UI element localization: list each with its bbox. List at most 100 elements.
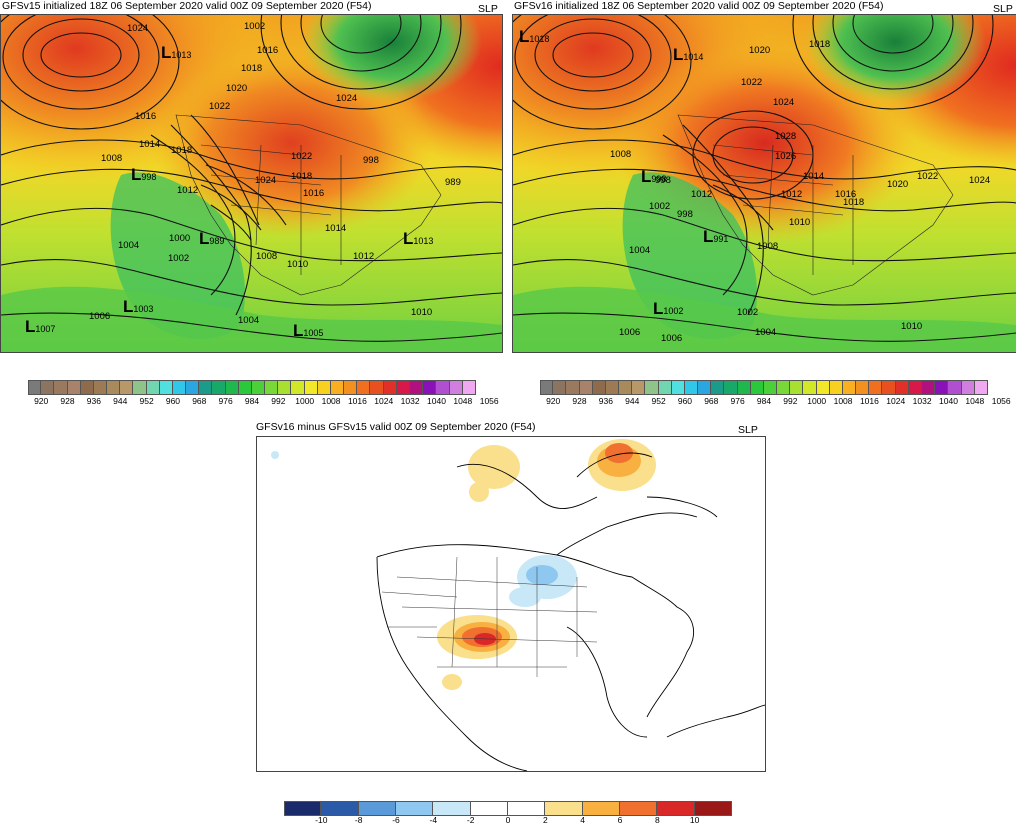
left-low-center: L998 bbox=[131, 165, 157, 184]
left-isobar-label: 1024 bbox=[336, 93, 358, 104]
right-isobar-label: 1012 bbox=[781, 189, 803, 200]
colorbar-tick-label: 952 bbox=[139, 396, 154, 406]
colorbar-tick-label: 1008 bbox=[833, 396, 853, 406]
colorbar-swatch bbox=[54, 381, 68, 394]
colorbar-swatch bbox=[566, 381, 580, 394]
right-isobar-label: 1016 bbox=[835, 189, 857, 200]
colorbar-swatch bbox=[357, 381, 371, 394]
colorbar-tick-label: 936 bbox=[86, 396, 101, 406]
right-isobar-label: 1012 bbox=[691, 189, 713, 200]
colorbar-tick-label: 8 bbox=[654, 815, 660, 825]
colorbar-swatch bbox=[553, 381, 567, 394]
colorbar-swatch bbox=[948, 381, 962, 394]
colorbar-tick-label: -10 bbox=[315, 815, 328, 825]
colorbar-tick-label: -8 bbox=[354, 815, 363, 825]
colorbar-swatch bbox=[265, 381, 279, 394]
right-low-center: L998 bbox=[641, 167, 667, 186]
left-isobar-label: 1008 bbox=[101, 153, 123, 164]
right-isobar-label: 998 bbox=[655, 175, 671, 186]
left-isobar-label: 1022 bbox=[291, 151, 313, 162]
colorbar-tick-label: 920 bbox=[34, 396, 49, 406]
colorbar-tick-label: 1016 bbox=[859, 396, 879, 406]
diff-colorbar bbox=[284, 801, 732, 816]
colorbar-tick-label: 1040 bbox=[427, 396, 446, 406]
left-isobar-label: 1024 bbox=[255, 175, 277, 186]
colorbar-tick-label: 1008 bbox=[321, 396, 341, 406]
colorbar-swatch bbox=[225, 381, 239, 394]
colorbar-swatch bbox=[67, 381, 81, 394]
colorbar-tick-label: -6 bbox=[392, 815, 400, 825]
diff-panel-variable: SLP bbox=[738, 424, 758, 436]
left-isobar-label: 1014 bbox=[139, 139, 161, 150]
colorbar-swatch bbox=[507, 802, 546, 815]
right-isobar-label: 1002 bbox=[649, 201, 671, 212]
colorbar-swatch bbox=[172, 381, 187, 394]
left-low-center: L1013 bbox=[403, 229, 434, 248]
colorbar-swatch bbox=[238, 381, 252, 394]
left-isobar-label: 1010 bbox=[287, 259, 309, 270]
colorbar-swatch bbox=[645, 381, 659, 394]
left-isobar-label: 1016 bbox=[303, 188, 325, 199]
colorbar-swatch bbox=[619, 802, 658, 815]
colorbar-swatch bbox=[278, 381, 292, 394]
right-low-center: L1018 bbox=[519, 27, 550, 46]
right-isobar-label: 1026 bbox=[775, 151, 797, 162]
colorbar-swatch bbox=[803, 381, 817, 394]
left-isobar-label: 1018 bbox=[171, 145, 193, 156]
colorbar-swatch bbox=[895, 381, 909, 394]
right-isobar-label: 1010 bbox=[789, 217, 811, 228]
colorbar-swatch bbox=[869, 381, 883, 394]
colorbar-tick-label: 952 bbox=[651, 396, 666, 406]
colorbar-swatch bbox=[763, 381, 778, 394]
left-isobar-label: 1022 bbox=[209, 101, 231, 112]
colorbar-swatch bbox=[974, 381, 988, 394]
left-isobar-label: 1018 bbox=[241, 63, 263, 74]
colorbar-swatch bbox=[684, 381, 699, 394]
right-isobar-label: 1006 bbox=[619, 327, 641, 338]
right-slp-colorbar bbox=[540, 380, 988, 395]
colorbar-swatch bbox=[605, 381, 620, 394]
colorbar-tick-label: 1048 bbox=[453, 396, 473, 406]
left-isobar-label: 1004 bbox=[238, 315, 260, 326]
diff-panel-title: GFSv16 minus GFSv15 valid 00Z 09 Septemb… bbox=[256, 421, 536, 433]
colorbar-tick-label: 1040 bbox=[939, 396, 958, 406]
colorbar-tick-label: 936 bbox=[598, 396, 613, 406]
colorbar-swatch bbox=[582, 802, 620, 815]
right-isobar-label: 1018 bbox=[809, 39, 831, 50]
left-isobar-label: 989 bbox=[445, 177, 461, 188]
colorbar-swatch bbox=[317, 381, 331, 394]
colorbar-tick-label: 1000 bbox=[295, 396, 315, 406]
colorbar-tick-label: 928 bbox=[572, 396, 587, 406]
colorbar-swatch bbox=[107, 381, 121, 394]
colorbar-swatch bbox=[632, 381, 646, 394]
colorbar-swatch bbox=[790, 381, 804, 394]
colorbar-swatch bbox=[146, 381, 160, 394]
colorbar-swatch bbox=[711, 381, 725, 394]
right-isobar-label: 1010 bbox=[901, 321, 923, 332]
colorbar-swatch bbox=[842, 381, 857, 394]
right-low-center: L1014 bbox=[673, 45, 704, 64]
left-low-center: L1013 bbox=[161, 43, 192, 62]
colorbar-swatch bbox=[396, 381, 410, 394]
colorbar-swatch bbox=[592, 381, 606, 394]
left-isobar-label: 998 bbox=[363, 155, 379, 166]
colorbar-swatch bbox=[579, 381, 593, 394]
left-panel-title: GFSv15 initialized 18Z 06 September 2020… bbox=[2, 0, 372, 12]
colorbar-tick-label: 984 bbox=[244, 396, 260, 406]
left-isobar-label: 1016 bbox=[257, 45, 279, 56]
left-slp-colorbar bbox=[28, 380, 476, 395]
colorbar-tick-label: 1032 bbox=[400, 396, 420, 406]
colorbar-tick-label: 960 bbox=[677, 396, 693, 406]
colorbar-tick-label: 992 bbox=[271, 396, 286, 406]
colorbar-swatch bbox=[449, 381, 463, 394]
right-isobar-label: 1014 bbox=[803, 171, 825, 182]
right-isobar-label: 1004 bbox=[629, 245, 651, 256]
colorbar-swatch bbox=[545, 802, 583, 815]
colorbar-tick-label: 1032 bbox=[912, 396, 932, 406]
right-isobar-label: 1002 bbox=[737, 307, 759, 318]
colorbar-tick-label: 10 bbox=[689, 815, 700, 825]
colorbar-swatch bbox=[698, 381, 712, 394]
colorbar-tick-label: 1056 bbox=[479, 396, 499, 406]
colorbar-tick-label: 2 bbox=[542, 815, 548, 825]
left-low-center: L1003 bbox=[123, 297, 154, 316]
